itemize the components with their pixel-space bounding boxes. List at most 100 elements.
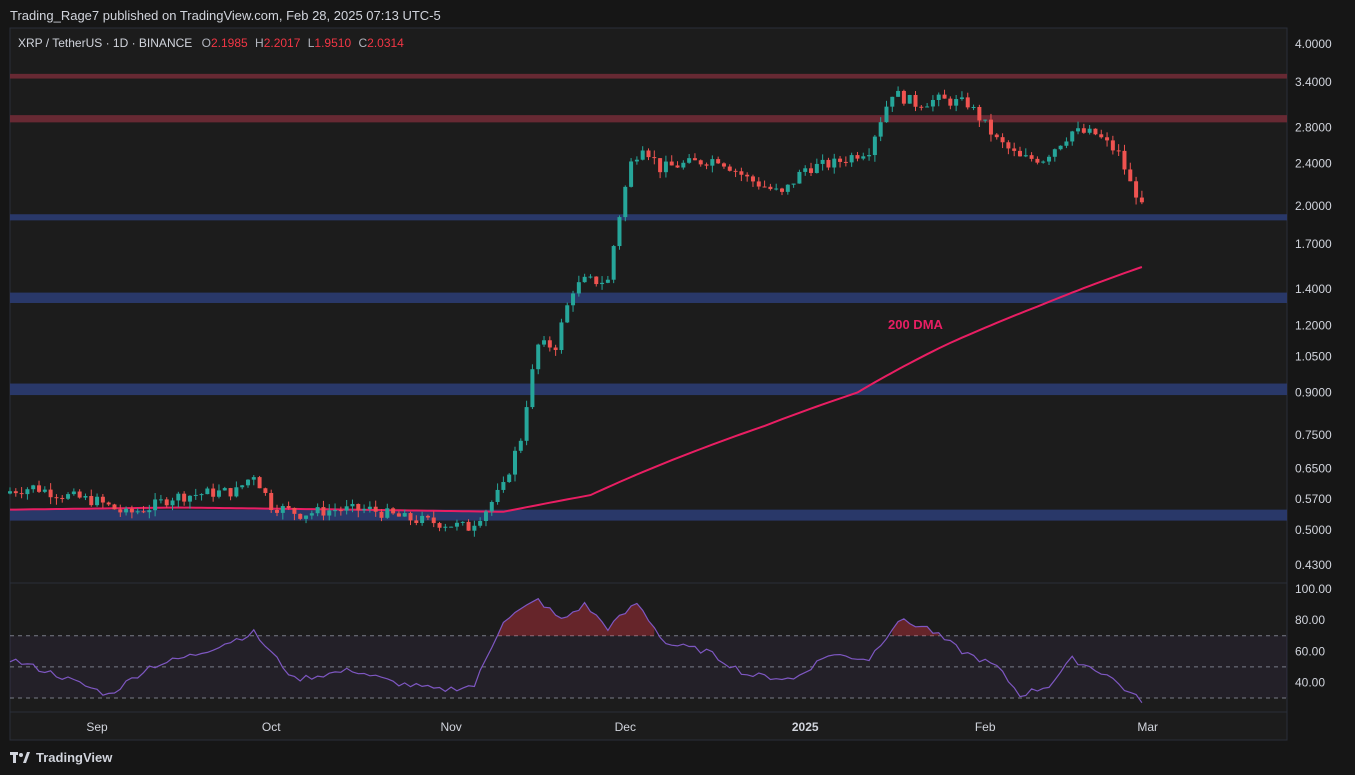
candle-body bbox=[19, 493, 24, 495]
candle-body bbox=[704, 164, 709, 166]
symbol-name[interactable]: XRP / TetherUS · 1D · BINANCE bbox=[18, 36, 193, 50]
candle-body bbox=[100, 496, 105, 503]
candle-body bbox=[472, 525, 477, 531]
candle-body bbox=[843, 161, 848, 163]
candle-body bbox=[449, 526, 454, 528]
candle-body bbox=[454, 522, 459, 527]
low-value: 1.9510 bbox=[314, 36, 352, 50]
price-tick-7: 1.2000 bbox=[1295, 318, 1332, 332]
price-axis[interactable]: 4.0000 3.4000 2.8000 2.4000 2.0000 1.7000 1.40… bbox=[1295, 37, 1332, 572]
candle-body bbox=[402, 513, 407, 517]
price-tick-8: 1.0500 bbox=[1295, 349, 1332, 363]
candle-body bbox=[809, 168, 814, 173]
candle-body bbox=[1139, 197, 1144, 203]
candle-body bbox=[286, 506, 291, 508]
rsi-axis[interactable]: 100.00 80.00 60.00 40.00 bbox=[1295, 582, 1332, 689]
candle-body bbox=[350, 503, 355, 507]
candle-body bbox=[153, 499, 158, 511]
candle-body bbox=[576, 282, 581, 294]
close-value: 2.0314 bbox=[367, 36, 404, 50]
candle-body bbox=[629, 161, 634, 187]
price-tick-10: 0.7500 bbox=[1295, 428, 1332, 442]
candle-body bbox=[333, 510, 338, 512]
time-axis[interactable]: Sep Oct Nov Dec 2025 Feb Mar bbox=[86, 720, 1158, 734]
candle-body bbox=[443, 526, 448, 528]
candle-body bbox=[594, 276, 599, 285]
candle-body bbox=[71, 491, 76, 495]
candle-body bbox=[640, 150, 645, 160]
candle-body bbox=[867, 155, 872, 157]
candle-body bbox=[373, 506, 378, 512]
candle-body bbox=[936, 94, 941, 100]
rsi-panel bbox=[9, 597, 1287, 704]
candle-body bbox=[716, 159, 721, 164]
candle-body bbox=[182, 493, 187, 502]
candle-body bbox=[774, 188, 779, 190]
rsi-tick-3: 40.00 bbox=[1295, 675, 1325, 689]
candle-body bbox=[855, 155, 860, 159]
candle-body bbox=[362, 508, 367, 511]
candle-body bbox=[234, 487, 239, 497]
candle-body bbox=[147, 510, 152, 513]
candle-body bbox=[1000, 137, 1005, 143]
candle-body bbox=[727, 166, 732, 171]
time-tick-4: 2025 bbox=[792, 720, 819, 734]
price-zones bbox=[10, 73, 1287, 521]
candle-body bbox=[1058, 145, 1063, 150]
candle-body bbox=[768, 186, 773, 190]
candle-body bbox=[617, 217, 622, 247]
symbol-legend: XRP / TetherUS · 1D · BINANCE O2.1985 H2… bbox=[18, 36, 408, 50]
candle-body bbox=[205, 488, 210, 495]
candle-body bbox=[124, 508, 129, 513]
candle-body bbox=[367, 506, 372, 509]
candle-body bbox=[199, 494, 204, 496]
candle-body bbox=[48, 489, 53, 498]
high-label: H bbox=[255, 36, 264, 50]
candle-body bbox=[675, 165, 680, 168]
price-tick-6: 1.4000 bbox=[1295, 282, 1332, 296]
candle-body bbox=[408, 513, 413, 521]
candle-body bbox=[542, 340, 547, 345]
candle-body bbox=[687, 158, 692, 163]
candle-body bbox=[698, 160, 703, 165]
candle-body bbox=[1035, 158, 1040, 163]
candle-body bbox=[524, 407, 529, 441]
candle-body bbox=[228, 488, 233, 497]
candle-body bbox=[913, 94, 918, 107]
candle-body bbox=[298, 513, 303, 519]
candle-body bbox=[437, 523, 442, 528]
candle-body bbox=[646, 150, 651, 158]
candle-body bbox=[66, 494, 71, 499]
candle-body bbox=[588, 276, 593, 278]
candle-body bbox=[797, 171, 802, 184]
candle-body bbox=[60, 497, 65, 499]
tradingview-logo-icon bbox=[10, 751, 30, 763]
candle-body bbox=[321, 507, 326, 516]
candle-body bbox=[466, 521, 471, 531]
zone-support-3 bbox=[10, 292, 1287, 303]
zone-support-2 bbox=[10, 214, 1287, 221]
published-line: Trading_Rage7 published on TradingView.c… bbox=[10, 8, 441, 23]
tradingview-brand[interactable]: TradingView bbox=[10, 750, 112, 765]
candle-body bbox=[222, 488, 227, 491]
candle-body bbox=[118, 509, 123, 513]
candle-body bbox=[176, 493, 181, 501]
candle-body bbox=[1110, 140, 1115, 151]
candle-body bbox=[193, 494, 198, 496]
candle-body bbox=[1105, 137, 1110, 141]
candle-body bbox=[739, 171, 744, 175]
candle-body bbox=[263, 488, 268, 493]
candle-body bbox=[971, 106, 976, 108]
candle-body bbox=[269, 492, 274, 510]
candle-body bbox=[292, 507, 297, 514]
open-value: 2.1985 bbox=[210, 36, 248, 50]
rsi-tick-1: 80.00 bbox=[1295, 613, 1325, 627]
candle-body bbox=[977, 106, 982, 121]
candle-body bbox=[954, 99, 959, 106]
candle-body bbox=[605, 279, 610, 283]
candle-body bbox=[1099, 134, 1104, 138]
candles-layer bbox=[8, 86, 1144, 537]
candle-body bbox=[1070, 131, 1075, 142]
candle-body bbox=[890, 96, 895, 107]
